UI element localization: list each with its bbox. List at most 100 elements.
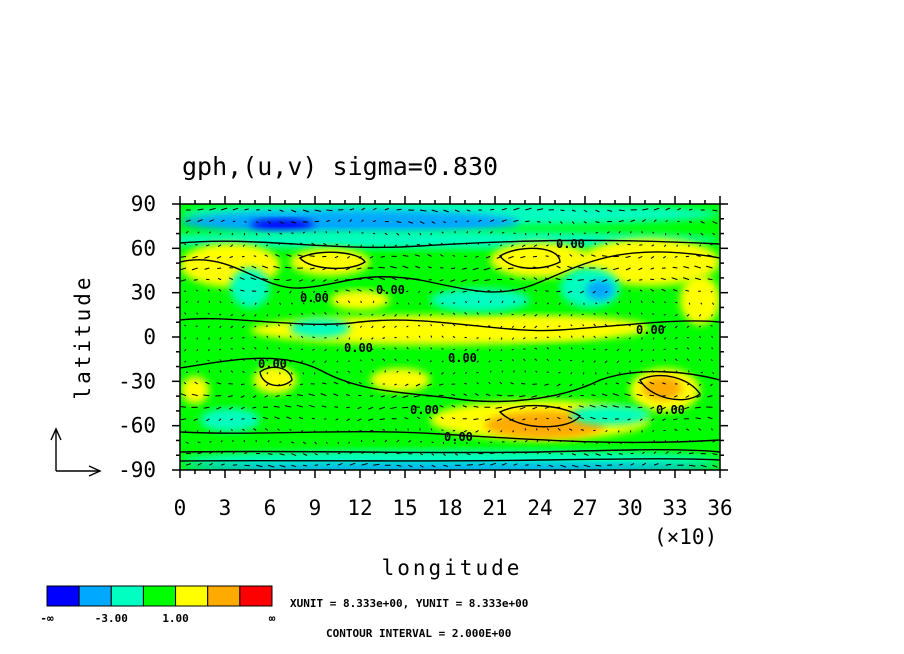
wind-vector bbox=[218, 418, 222, 421]
wind-vector bbox=[663, 359, 667, 362]
wind-vector bbox=[618, 300, 621, 304]
wind-vector bbox=[604, 336, 608, 339]
wind-vector bbox=[441, 302, 444, 305]
wind-vector bbox=[286, 279, 292, 281]
wind-vector bbox=[637, 255, 643, 259]
wind-vector bbox=[712, 372, 715, 375]
wind-vector bbox=[578, 266, 584, 269]
wind-vector bbox=[380, 255, 386, 258]
wind-vector bbox=[462, 405, 467, 408]
wind-vector bbox=[206, 244, 210, 247]
wind-vector bbox=[324, 371, 327, 374]
wind-vector bbox=[663, 337, 667, 340]
wind-vector bbox=[373, 220, 377, 223]
wind-vector bbox=[349, 208, 355, 211]
wind-vector bbox=[674, 255, 678, 258]
wind-vector bbox=[194, 381, 198, 385]
wind-vector bbox=[512, 430, 515, 433]
wind-vector bbox=[373, 232, 376, 235]
wind-vector bbox=[208, 337, 210, 340]
wind-vector bbox=[570, 324, 573, 327]
wind-vector bbox=[625, 255, 631, 258]
wind-vector bbox=[300, 312, 304, 315]
wind-vector bbox=[326, 219, 330, 223]
colorbar-swatch bbox=[207, 585, 241, 607]
wind-vector bbox=[630, 441, 633, 444]
wind-vector bbox=[546, 302, 550, 305]
wind-vector bbox=[289, 347, 292, 350]
wind-vector bbox=[556, 290, 561, 293]
wind-vector bbox=[266, 359, 269, 362]
wind-vector bbox=[556, 383, 561, 387]
wind-vector bbox=[629, 370, 632, 373]
wind-vector bbox=[184, 312, 187, 315]
wind-vector bbox=[314, 441, 318, 445]
wind-vector bbox=[618, 463, 623, 466]
wind-vector bbox=[368, 406, 374, 410]
contour-line bbox=[180, 448, 720, 454]
wind-vector bbox=[593, 360, 596, 363]
wind-vector bbox=[673, 289, 678, 292]
wind-vector bbox=[302, 464, 307, 467]
contour-label: 0.00 bbox=[300, 291, 329, 305]
wind-vector bbox=[461, 279, 467, 283]
wind-vector bbox=[326, 453, 329, 455]
wind-vector bbox=[441, 348, 444, 350]
wind-vector bbox=[589, 404, 596, 408]
wind-vector bbox=[464, 348, 468, 352]
wind-vector bbox=[289, 360, 292, 363]
contour-label: 0.00 bbox=[656, 403, 685, 417]
wind-vector bbox=[593, 323, 596, 327]
wind-vector bbox=[698, 336, 702, 339]
wind-vector bbox=[500, 325, 503, 328]
wind-vector bbox=[571, 209, 576, 212]
wind-vector bbox=[321, 382, 327, 385]
wind-vector bbox=[419, 221, 425, 225]
wind-vector bbox=[570, 242, 573, 246]
wind-vector bbox=[356, 267, 362, 270]
wind-vector bbox=[650, 406, 655, 410]
wind-vector bbox=[640, 370, 643, 373]
wind-vector bbox=[652, 359, 655, 362]
wind-vector bbox=[337, 231, 339, 234]
wind-vector bbox=[241, 358, 245, 362]
wind-vector bbox=[195, 289, 198, 292]
x-tick-label: 27 bbox=[572, 496, 597, 520]
wind-vector bbox=[230, 348, 233, 350]
colorbar-swatch bbox=[78, 585, 112, 607]
wind-vector bbox=[345, 394, 350, 397]
wind-vector bbox=[673, 395, 678, 398]
wind-vector bbox=[501, 207, 507, 211]
field-region bbox=[586, 280, 614, 300]
wind-vector bbox=[477, 242, 479, 245]
wind-vector bbox=[522, 418, 526, 421]
wind-vector bbox=[476, 382, 479, 385]
wind-vector bbox=[511, 337, 515, 340]
wind-vector bbox=[712, 232, 716, 236]
colorbar-label: 1.00 bbox=[162, 612, 189, 625]
wind-vector bbox=[241, 325, 245, 329]
wind-vector bbox=[600, 404, 608, 408]
wind-vector bbox=[495, 267, 503, 270]
wind-vector bbox=[616, 348, 620, 352]
wind-vector bbox=[308, 404, 315, 408]
wind-vector bbox=[430, 372, 433, 375]
field-region bbox=[430, 288, 530, 312]
wind-vector bbox=[569, 383, 573, 387]
wind-vector bbox=[430, 232, 433, 236]
wind-vector bbox=[429, 360, 432, 363]
wind-vector bbox=[510, 382, 514, 385]
wind-vector bbox=[220, 219, 225, 223]
wind-vector bbox=[345, 289, 350, 292]
wind-vector bbox=[464, 323, 468, 327]
wind-vector bbox=[674, 313, 678, 317]
wind-vector bbox=[324, 324, 327, 327]
contour-label: 0.00 bbox=[258, 357, 287, 371]
wind-vector bbox=[698, 325, 702, 328]
field-region bbox=[200, 408, 260, 432]
wind-vector bbox=[525, 207, 532, 211]
wind-vector bbox=[431, 464, 436, 468]
wind-vector bbox=[452, 360, 456, 364]
wind-vector bbox=[255, 233, 258, 236]
wind-vector bbox=[373, 463, 380, 466]
